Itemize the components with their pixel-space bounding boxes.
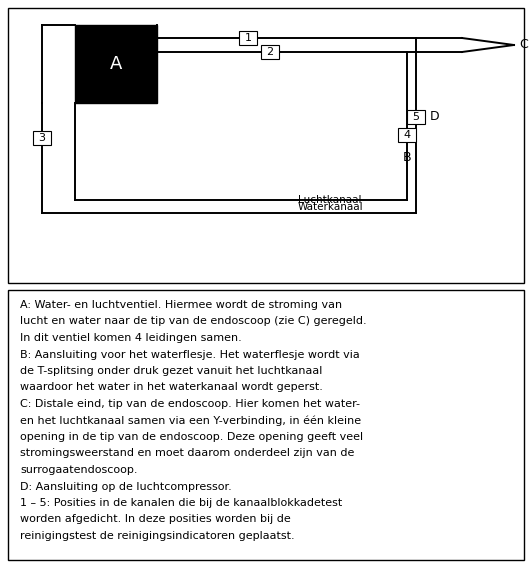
- Text: 4: 4: [403, 130, 411, 140]
- Text: stromingsweerstand en moet daarom onderdeel zijn van de: stromingsweerstand en moet daarom onderd…: [20, 449, 354, 458]
- Text: Waterkanaal: Waterkanaal: [297, 202, 363, 212]
- Text: 1 – 5: Posities in de kanalen die bij de kanaalblokkadetest: 1 – 5: Posities in de kanalen die bij de…: [20, 498, 342, 508]
- Text: B: Aansluiting voor het waterflesje. Het waterflesje wordt via: B: Aansluiting voor het waterflesje. Het…: [20, 349, 360, 360]
- Text: 3: 3: [38, 133, 46, 143]
- Text: de T-splitsing onder druk gezet vanuit het luchtkanaal: de T-splitsing onder druk gezet vanuit h…: [20, 366, 322, 376]
- Text: D: Aansluiting op de luchtcompressor.: D: Aansluiting op de luchtcompressor.: [20, 482, 232, 491]
- Text: en het luchtkanaal samen via een Y-verbinding, in één kleine: en het luchtkanaal samen via een Y-verbi…: [20, 416, 361, 426]
- Bar: [398, 128, 416, 142]
- Text: waardoor het water in het waterkanaal wordt geperst.: waardoor het water in het waterkanaal wo…: [20, 382, 323, 392]
- Text: B: B: [403, 151, 411, 164]
- Text: lucht en water naar de tip van de endoscoop (zie C) geregeld.: lucht en water naar de tip van de endosc…: [20, 316, 367, 327]
- Bar: [239, 31, 257, 45]
- Text: surrogaatendoscoop.: surrogaatendoscoop.: [20, 465, 137, 475]
- Text: A: Water- en luchtventiel. Hiermee wordt de stroming van: A: Water- en luchtventiel. Hiermee wordt…: [20, 300, 342, 310]
- Text: Luchtkanaal: Luchtkanaal: [298, 195, 362, 205]
- Text: C: Distale eind, tip van de endoscoop. Hier komen het water-: C: Distale eind, tip van de endoscoop. H…: [20, 399, 360, 409]
- Bar: [261, 45, 279, 59]
- Text: 5: 5: [412, 112, 420, 122]
- Text: opening in de tip van de endoscoop. Deze opening geeft veel: opening in de tip van de endoscoop. Deze…: [20, 432, 363, 442]
- Text: reinigingstest de reinigingsindicatoren geplaatst.: reinigingstest de reinigingsindicatoren …: [20, 531, 295, 541]
- Text: 2: 2: [267, 47, 273, 57]
- Bar: [407, 110, 425, 124]
- Text: A: A: [110, 55, 122, 73]
- Bar: [8, 290, 524, 560]
- Text: D: D: [430, 110, 439, 123]
- Text: C: C: [519, 39, 528, 52]
- Bar: [8, 8, 524, 283]
- Bar: [75, 25, 157, 103]
- Bar: [33, 131, 51, 145]
- Text: In dit ventiel komen 4 leidingen samen.: In dit ventiel komen 4 leidingen samen.: [20, 333, 242, 343]
- Text: 1: 1: [245, 33, 252, 43]
- Text: worden afgedicht. In deze posities worden bij de: worden afgedicht. In deze posities worde…: [20, 515, 291, 524]
